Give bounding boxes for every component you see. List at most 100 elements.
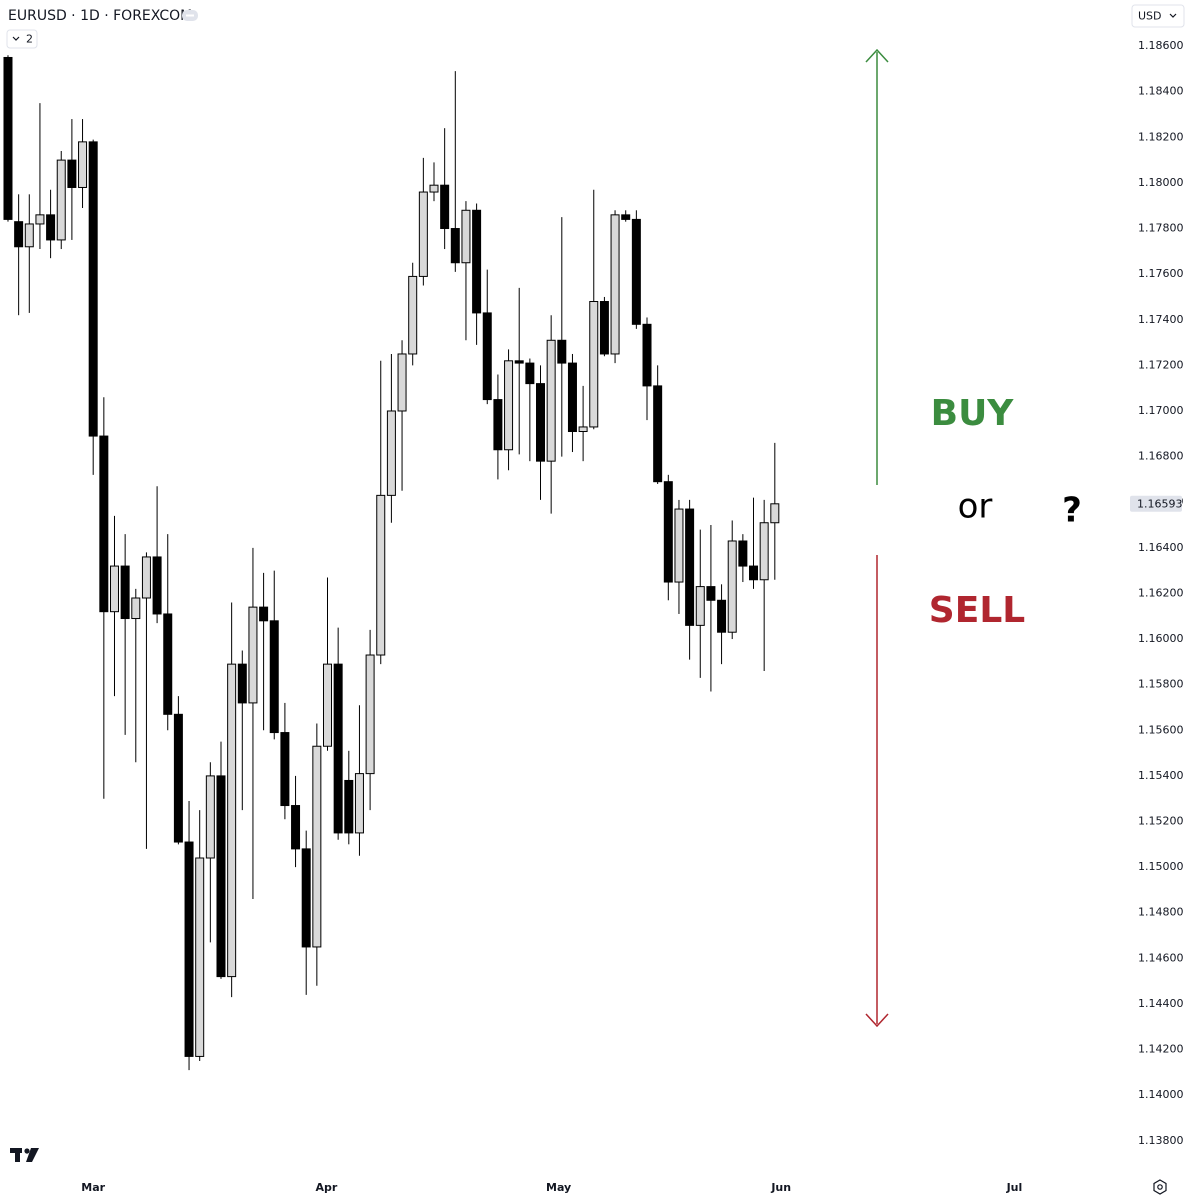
candle-body <box>141 556 151 599</box>
y-tick-label: 1.17200 <box>1138 358 1184 371</box>
candle-body <box>248 606 258 704</box>
y-tick-label: 1.14000 <box>1138 1088 1184 1101</box>
candle-body <box>184 841 194 1057</box>
y-tick-label: 1.14800 <box>1138 906 1184 919</box>
y-tick-label: 1.14200 <box>1138 1043 1184 1056</box>
y-tick-label: 1.16200 <box>1138 586 1184 599</box>
candle-body <box>440 184 450 230</box>
y-tick-label: 1.13800 <box>1138 1134 1184 1147</box>
candle-body <box>195 857 205 1057</box>
y-tick-label: 1.15400 <box>1138 769 1184 782</box>
candle-body <box>706 586 716 601</box>
x-tick-label: Jun <box>770 1181 791 1194</box>
candle-body <box>344 779 354 834</box>
currency-button[interactable] <box>1131 4 1185 28</box>
candle-body <box>216 775 226 978</box>
candle-body <box>482 312 492 401</box>
collapse-count: 2 <box>26 33 33 46</box>
candle-body <box>599 301 609 355</box>
candle-body <box>109 565 119 613</box>
candle-body <box>653 385 663 483</box>
y-tick-label: 1.18600 <box>1138 39 1184 52</box>
collapse-button[interactable] <box>6 29 38 49</box>
annotation: or <box>958 487 993 527</box>
chart-title: EURUSD · 1D · FOREXCOM <box>8 8 192 24</box>
candle-body <box>717 599 727 633</box>
candle-body <box>525 362 535 385</box>
y-tick-label: 1.17800 <box>1138 222 1184 235</box>
candle-body <box>493 399 503 451</box>
y-tick-label: 1.15600 <box>1138 723 1184 736</box>
candle-body <box>259 606 269 622</box>
candle-body <box>56 159 66 241</box>
candle-body <box>546 339 556 462</box>
candle-body <box>770 503 780 524</box>
currency-chevron <box>1169 13 1177 18</box>
candle-body <box>578 426 588 433</box>
candle-body <box>536 383 546 462</box>
candle-body <box>291 805 301 850</box>
candle-body <box>621 214 631 220</box>
candle-body <box>472 209 482 314</box>
candle-body <box>301 848 311 948</box>
candle-body <box>131 597 141 620</box>
candle-body <box>205 775 215 859</box>
candle-body <box>461 209 471 264</box>
candle-body <box>631 218 641 325</box>
y-tick-label: 1.16800 <box>1138 450 1184 463</box>
candle-body <box>24 223 34 248</box>
candle-body <box>269 620 279 734</box>
buy-arrowhead <box>865 48 889 63</box>
candle-body <box>397 353 407 412</box>
candle-body <box>67 159 77 188</box>
candle-body <box>663 481 673 583</box>
candle-body <box>312 745 322 948</box>
candle-body <box>514 360 524 364</box>
x-tick-label: Mar <box>81 1181 105 1194</box>
collapse-chevron <box>12 36 20 41</box>
annotation: SELL <box>929 590 1025 631</box>
y-tick-label: 1.18200 <box>1138 130 1184 143</box>
candle-body <box>3 56 13 220</box>
candle-body <box>610 214 620 355</box>
candle-body <box>354 773 364 834</box>
candle-body <box>674 508 684 583</box>
candle-body <box>759 522 769 581</box>
candle-body <box>685 508 695 626</box>
sell-arrowhead <box>865 1013 889 1028</box>
candle-body <box>35 214 45 225</box>
settings-icon[interactable] <box>1153 1179 1167 1195</box>
candle-body <box>152 556 162 615</box>
candle-body <box>46 214 56 241</box>
candle-body <box>557 339 567 364</box>
x-tick-label: May <box>546 1181 571 1194</box>
y-tick-label: 1.17000 <box>1138 404 1184 417</box>
candle-body <box>280 732 290 807</box>
candle-body <box>322 663 332 747</box>
candle-body <box>642 323 652 387</box>
candle-body <box>386 410 396 496</box>
tv-logo <box>10 1148 39 1162</box>
candle-body <box>120 565 130 620</box>
candle-body <box>333 663 343 834</box>
last-price-label: 1.16593 <box>1137 497 1183 510</box>
candle-body <box>695 586 705 626</box>
y-tick-label: 1.14400 <box>1138 997 1184 1010</box>
y-tick-label: 1.15800 <box>1138 678 1184 691</box>
annotation: BUY <box>931 393 1015 434</box>
candle-body <box>227 663 237 978</box>
currency-label: USD <box>1138 10 1162 23</box>
y-tick-label: 1.16000 <box>1138 632 1184 645</box>
y-tick-label: 1.18400 <box>1138 85 1184 98</box>
candle-body <box>88 141 98 437</box>
candle-body <box>408 275 418 355</box>
y-tick-label: 1.14600 <box>1138 951 1184 964</box>
candle-body <box>14 221 24 248</box>
candle-body <box>78 141 88 188</box>
candle-body <box>504 360 514 451</box>
candle-body <box>365 654 375 775</box>
candle-body <box>738 540 748 567</box>
y-tick-label: 1.18000 <box>1138 176 1184 189</box>
